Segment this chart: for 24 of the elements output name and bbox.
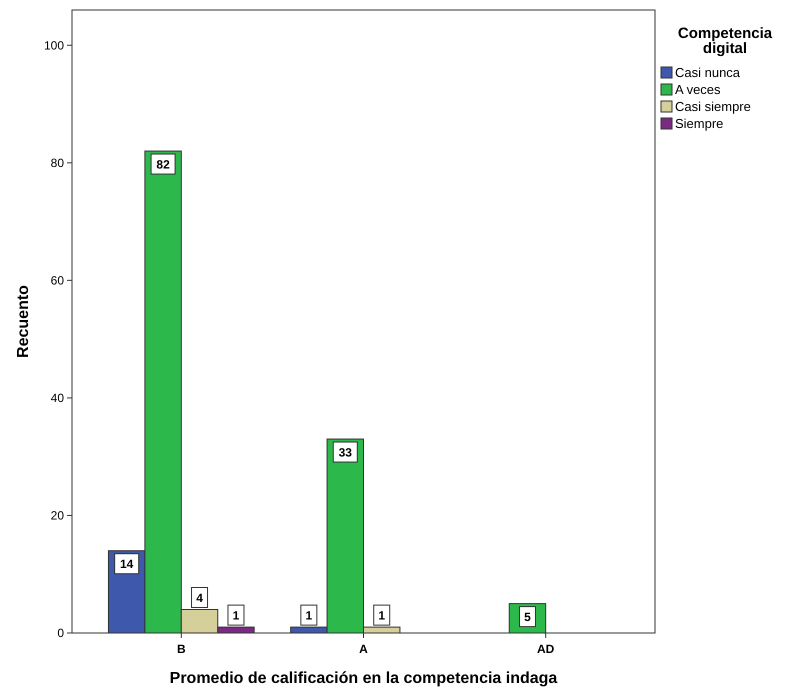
legend-label: Siempre <box>675 116 724 131</box>
x-axis-title: Promedio de calificación en la competencia indaga <box>170 670 558 687</box>
legend-label: A veces <box>675 82 722 97</box>
data-label: 5 <box>524 610 532 624</box>
y-tick-label: 0 <box>57 626 64 640</box>
legend-label: Casi nunca <box>675 65 741 80</box>
legend-label: Casi siempre <box>675 99 751 114</box>
x-tick-label: AD <box>537 642 555 656</box>
y-tick-label: 20 <box>50 508 64 522</box>
data-label: 4 <box>196 590 204 605</box>
legend-title: Competencia digital <box>678 25 773 57</box>
data-label: 82 <box>156 158 170 172</box>
data-label: 1 <box>306 608 312 623</box>
data-label: 1 <box>232 608 240 623</box>
y-tick-label: 60 <box>50 273 64 288</box>
y-axis-title: Recuento <box>15 284 32 358</box>
y-tick-label: 80 <box>50 156 64 170</box>
x-tick-label: A <box>359 642 368 656</box>
data-label: 1 <box>378 608 386 623</box>
y-tick-label: 40 <box>50 390 64 405</box>
data-label: 14 <box>120 557 134 572</box>
data-label: 33 <box>338 446 352 460</box>
y-tick-label: 100 <box>44 38 64 52</box>
x-tick-label: B <box>176 642 186 656</box>
